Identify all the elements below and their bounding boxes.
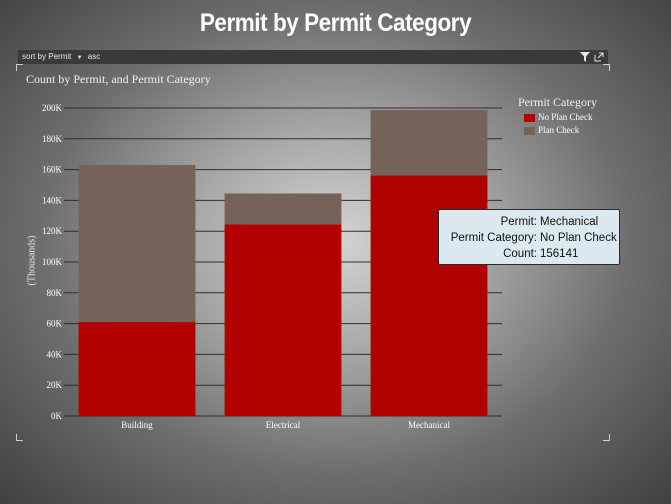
legend-item-plan-check[interactable]: Plan Check [524,125,579,136]
legend-label: Plan Check [538,125,580,135]
legend-title: Permit Category [518,95,597,109]
tooltip-row: Permit Category: No Plan Check [439,230,619,246]
y-tick-label: 160K [42,165,63,175]
bar-segment[interactable] [224,224,342,416]
legend-swatch [524,126,535,135]
resize-corner-top-left[interactable] [16,64,23,71]
legend-swatch [524,113,535,122]
tooltip-row: Count: 156141 [439,246,619,262]
sort-order[interactable]: asc [87,52,101,61]
x-tick-label: Mechanical [408,420,450,430]
y-tick-label: 140K [42,195,63,205]
resize-corner-bottom-left[interactable] [16,434,23,441]
visual-toolbar: sort by Permit ▼ asc [18,50,608,64]
chevron-down-icon[interactable]: ▼ [76,55,83,61]
bar-segment[interactable] [78,164,196,323]
data-tooltip: Permit: Mechanical Permit Category: No P… [438,209,620,265]
sort-by-label: sort by [22,52,47,61]
page-title: Permit by Permit Category [199,9,472,37]
sort-field[interactable]: Permit [48,52,72,61]
sort-control[interactable]: sort by Permit ▼ asc [22,50,100,65]
tooltip-key: Permit: [500,216,537,228]
tooltip-row: Permit: Mechanical [439,214,619,230]
y-tick-label: 60K [47,319,63,329]
y-tick-label: 180K [42,134,63,144]
y-tick-label: 40K [47,349,63,359]
x-tick-label: Electrical [266,420,301,430]
tooltip-value: 156141 [540,248,579,260]
chart-title: Count by Permit, and Permit Category [26,72,211,86]
tooltip-key: Permit Category: [450,232,537,244]
bar-segment[interactable] [78,322,196,416]
legend-label: No Plan Check [538,112,593,122]
focus-mode-icon[interactable] [594,52,604,62]
y-axis-title: (Thousands) [26,235,38,286]
y-tick-label: 200K [42,103,63,113]
y-tick-label: 80K [47,288,63,298]
legend-item-no-plan-check[interactable]: No Plan Check [524,112,593,123]
tooltip-value: Mechanical [540,216,599,228]
y-tick-label: 120K [42,226,63,236]
bar-segment[interactable] [224,193,342,225]
y-tick-label: 0K [51,411,63,421]
bar-segment[interactable] [370,110,488,176]
tooltip-value: No Plan Check [540,232,617,244]
resize-corner-top-right[interactable] [603,64,610,71]
filter-icon[interactable] [580,52,590,62]
y-tick-label: 20K [47,380,63,390]
x-tick-label: Building [121,420,153,430]
resize-corner-bottom-right[interactable] [603,434,610,441]
y-tick-label: 100K [42,257,63,267]
tooltip-key: Count: [503,248,537,260]
